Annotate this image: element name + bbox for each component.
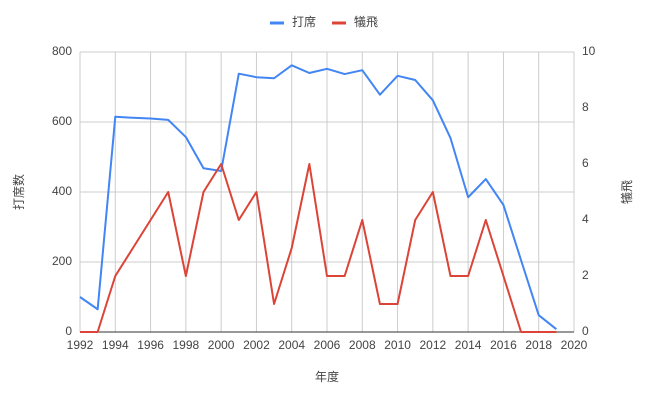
- x-tick-label: 1998: [173, 338, 200, 352]
- x-tick-label: 2018: [525, 338, 552, 352]
- x-tick-label: 2000: [208, 338, 235, 352]
- y2-tick-label: 6: [582, 156, 589, 170]
- x-tick-label: 2016: [490, 338, 517, 352]
- series-line: [79, 64, 557, 330]
- x-tick-label: 2012: [420, 338, 447, 352]
- y2-tick-label: 0: [582, 324, 589, 338]
- x-tick-label: 2014: [455, 338, 482, 352]
- y-tick-label: 600: [52, 114, 72, 128]
- y-tick-label: 400: [52, 184, 72, 198]
- x-tick-label: 2006: [314, 338, 341, 352]
- x-tick-label: 2004: [278, 338, 305, 352]
- y-tick-label: 800: [52, 44, 72, 58]
- x-tick-label: 1996: [137, 338, 164, 352]
- y2-axis-label: 犠飛: [619, 180, 634, 204]
- y-tick-label: 0: [65, 324, 72, 338]
- series-line: [80, 163, 557, 333]
- x-tick-label: 2010: [384, 338, 411, 352]
- legend-label: 打席: [292, 14, 316, 29]
- x-tick-label: 2020: [561, 338, 588, 352]
- y2-tick-label: 2: [582, 268, 589, 282]
- x-tick-label: 1992: [67, 338, 94, 352]
- x-tick-label: 2002: [243, 338, 270, 352]
- y2-tick-label: 4: [582, 212, 589, 226]
- y2-tick-label: 8: [582, 100, 589, 114]
- x-tick-label: 2008: [349, 338, 376, 352]
- legend-label: 犠飛: [354, 14, 378, 29]
- x-tick-label: 1994: [102, 338, 129, 352]
- y-tick-label: 200: [52, 254, 72, 268]
- y2-tick-label: 10: [582, 44, 596, 58]
- x-axis-label: 年度: [315, 369, 339, 384]
- y-axis-label: 打席数: [11, 174, 26, 210]
